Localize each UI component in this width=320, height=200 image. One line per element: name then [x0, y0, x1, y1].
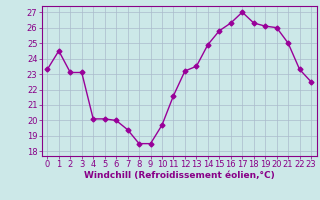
X-axis label: Windchill (Refroidissement éolien,°C): Windchill (Refroidissement éolien,°C)	[84, 171, 275, 180]
